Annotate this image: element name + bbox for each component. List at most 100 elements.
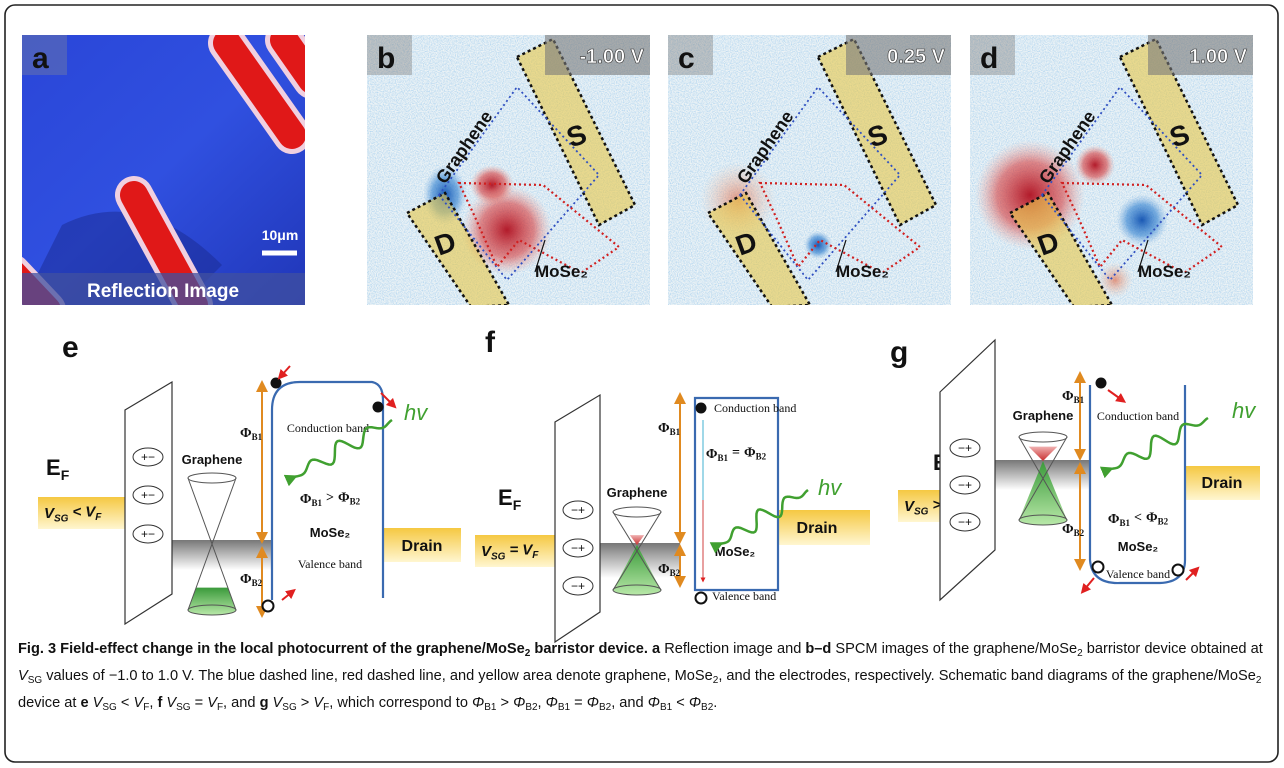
panel-label: f [485, 326, 496, 359]
drain-label: Drain [797, 520, 838, 537]
fermi-level-label-sub: F [61, 467, 70, 483]
barrier-relation-left-sub: B1 [1119, 518, 1130, 528]
barrier-label: ΦB1 [658, 421, 681, 437]
caption-run: SG [282, 702, 296, 713]
barrier-relation-left-main: Φ [706, 447, 718, 462]
caption-run: Φ [648, 695, 660, 711]
voltage-label: 1.00 V [1189, 46, 1247, 68]
photocurrent-spot [804, 231, 832, 259]
conduction-band-label: Conduction band [714, 401, 796, 415]
barrier-label: ΦB1 [240, 426, 263, 442]
barrier-relation-right-sub: B2 [350, 496, 361, 506]
caption-run: , and the electrodes, respectively. Sche… [718, 668, 1256, 684]
photon-label: hv [818, 475, 843, 500]
gate-condition-left-sub: SG [491, 552, 506, 563]
caption-run: Φ [587, 695, 599, 711]
barrier-label-main: Φ [658, 562, 670, 577]
fermi-level-label-sub: F [513, 497, 522, 513]
caption-run: , which correspond to [329, 695, 472, 711]
caption-run: V [207, 695, 217, 711]
caption-run: Reflection image and [660, 641, 805, 657]
barrier-label-sub: B1 [670, 427, 681, 437]
graphene-label: Graphene [1013, 408, 1074, 423]
panel-d: 1.00 VdSDGrapheneMoSe₂ [970, 35, 1253, 307]
drain-label: Drain [402, 538, 443, 555]
band-diagram-f: fVSG=VFEF−+−+−+GrapheneΦB1ΦB2DrainConduc… [475, 326, 870, 642]
carrier-arrow [282, 592, 292, 600]
graphene-label: Graphene [182, 452, 243, 467]
image-caption: Reflection Image [87, 281, 239, 302]
hole [1173, 565, 1184, 576]
caption-run: SPCM images of the graphene/MoSe [831, 641, 1077, 657]
charge-label: +− [141, 450, 155, 464]
fermi-band [172, 540, 272, 570]
gate-condition-left-sub: SG [914, 507, 929, 518]
caption-run: a [652, 641, 660, 657]
caption-run: B2 [599, 702, 611, 713]
caption-run: < [117, 695, 134, 711]
caption-run: . [713, 695, 717, 711]
charge-label: −+ [571, 503, 585, 517]
barrier-label-sub: B1 [252, 432, 263, 442]
material-label: MoSe₂ [715, 544, 756, 559]
gate-condition-op: = [509, 541, 518, 558]
barrier-label: ΦB2 [240, 572, 263, 588]
panel-label: c [678, 42, 695, 75]
panel-label: e [62, 331, 79, 364]
barrier-relation-op: < [1134, 510, 1142, 525]
barrier-label-main: Φ [1062, 389, 1074, 404]
caption-run: V [313, 695, 323, 711]
charge-label: −+ [958, 515, 972, 529]
cone-fill-top [1029, 447, 1058, 461]
carrier-arrow [281, 366, 290, 376]
barrier-relation: ΦB1>ΦB2 [300, 490, 361, 508]
caption-run: Φ [689, 695, 701, 711]
caption-run: < [672, 695, 689, 711]
caption-run: SG [28, 675, 42, 686]
caption-run: b–d [805, 641, 831, 657]
caption-run: B1 [484, 702, 496, 713]
page-body: { "panels": [ {"label": "a", "scale_bar"… [0, 0, 1284, 768]
caption-run: B1 [660, 702, 672, 713]
valence-band-label: Valence band [712, 589, 776, 603]
carrier-arrow [1108, 390, 1122, 400]
caption-run: device at [18, 695, 80, 711]
charge-label: −+ [571, 541, 585, 555]
gate-condition-left-sub: SG [54, 514, 69, 525]
page: Figure 3 html, body { margin: 0; padding… [0, 0, 1284, 768]
barrier-label-sub: B1 [1074, 395, 1085, 405]
band-diagram-e: eVSG<VFEF+−+−+−GrapheneΦB1ΦB2DrainConduc… [38, 331, 461, 624]
gate-condition-op: < [72, 503, 81, 520]
caption-run: V [18, 668, 28, 684]
charge-label: −+ [958, 441, 972, 455]
electron [373, 402, 384, 413]
gate-condition-right-sub: F [532, 550, 539, 561]
voltage-label: -1.00 V [580, 46, 645, 68]
material-label: MoSe₂ [836, 262, 889, 281]
conduction-band-label: Conduction band [1097, 409, 1179, 423]
charge-label: +− [141, 488, 155, 502]
material-label: MoSe₂ [310, 525, 351, 540]
barrier-label-sub: B2 [1074, 528, 1085, 538]
cone-fill-bottom [188, 588, 236, 615]
charge-label: −+ [571, 579, 585, 593]
charge-label: +− [141, 527, 155, 541]
material-label: MoSe₂ [535, 262, 588, 281]
barrier-relation-right-main: Φ [338, 490, 350, 505]
fermi-level-label-main: E [46, 455, 61, 480]
drain-label: Drain [1202, 475, 1243, 492]
electron [696, 403, 707, 414]
caption-run: , and [611, 695, 648, 711]
hole [696, 593, 707, 604]
caption-run: 2 [1256, 675, 1262, 686]
electron [1096, 378, 1107, 389]
mose2-band [695, 398, 778, 590]
caption-run: V [273, 695, 283, 711]
fermi-level-label: EF [46, 455, 70, 483]
caption-run: , and [223, 695, 260, 711]
valence-band-label: Valence band [1106, 567, 1170, 581]
barrier-label-main: Φ [658, 421, 670, 436]
caption-run: B2 [525, 702, 537, 713]
caption-run: B1 [558, 702, 570, 713]
